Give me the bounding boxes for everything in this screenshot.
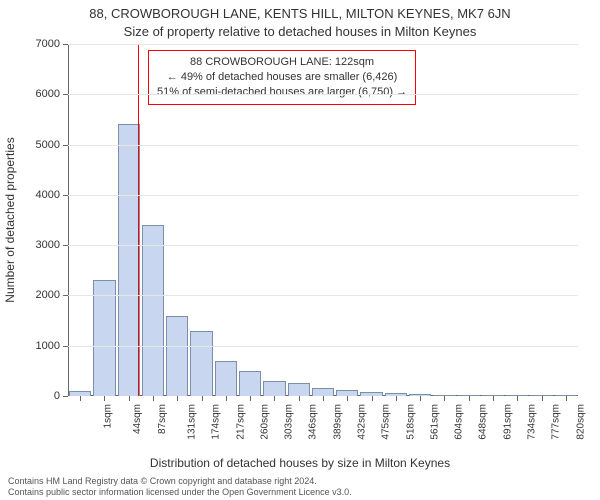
x-tick-mark [372,396,373,401]
property-marker-line [138,44,139,396]
histogram-bar [142,225,164,396]
y-axis-label: Number of detached properties [3,137,17,302]
footer-attribution: Contains HM Land Registry data © Crown c… [8,476,592,499]
x-tick-mark [202,396,203,401]
x-tick-mark [177,396,178,401]
x-axis-label: Distribution of detached houses by size … [0,456,600,470]
gridline-h [68,195,578,196]
histogram-bar [312,388,334,396]
x-tick-label: 346sqm [308,404,319,440]
y-tick-mark [63,295,68,296]
x-tick-mark [104,396,105,401]
y-tick-mark [63,94,68,95]
x-tick-mark [80,396,81,401]
gridline-h [68,346,578,347]
y-tick-mark [63,245,68,246]
histogram-bar [166,316,188,396]
x-tick-label: 820sqm [575,404,586,440]
y-tick-label: 2000 [10,289,60,301]
x-tick-mark [299,396,300,401]
x-tick-mark [396,396,397,401]
x-tick-label: 561sqm [429,404,440,440]
x-tick-mark [517,396,518,401]
footer-line-2: Contains public sector information licen… [8,487,592,498]
histogram-bar [288,383,310,396]
annotation-line-3: 51% of semi-detached houses are larger (… [157,85,407,100]
x-tick-label: 44sqm [132,404,143,434]
histogram-bar [190,331,212,396]
x-tick-mark [542,396,543,401]
y-tick-label: 0 [10,390,60,402]
y-tick-mark [63,396,68,397]
x-tick-label: 260sqm [259,404,270,440]
histogram-bar [215,361,237,396]
histogram-bar [93,280,115,396]
gridline-h [68,245,578,246]
x-tick-label: 1sqm [103,404,114,428]
x-tick-mark [444,396,445,401]
x-tick-mark [469,396,470,401]
chart-container: 88, CROWBOROUGH LANE, KENTS HILL, MILTON… [0,0,600,500]
y-tick-label: 4000 [10,189,60,201]
y-tick-label: 5000 [10,139,60,151]
x-tick-label: 475sqm [381,404,392,440]
x-tick-mark [250,396,251,401]
y-tick-mark [63,346,68,347]
plot-area: 88 CROWBOROUGH LANE: 122sqm ← 49% of det… [68,44,578,396]
gridline-h [68,295,578,296]
x-tick-mark [323,396,324,401]
page-title: 88, CROWBOROUGH LANE, KENTS HILL, MILTON… [0,6,600,21]
x-tick-label: 174sqm [211,404,222,440]
y-tick-label: 1000 [10,340,60,352]
x-tick-label: 131sqm [187,404,198,440]
x-tick-mark [347,396,348,401]
x-tick-label: 87sqm [157,404,168,434]
y-tick-mark [63,145,68,146]
histogram-bar [239,371,261,396]
x-tick-label: 691sqm [502,404,513,440]
y-tick-mark [63,44,68,45]
chart-subtitle: Size of property relative to detached ho… [0,24,600,39]
x-tick-label: 303sqm [284,404,295,440]
x-tick-label: 432sqm [357,404,368,440]
x-tick-mark [226,396,227,401]
x-tick-mark [493,396,494,401]
footer-line-1: Contains HM Land Registry data © Crown c… [8,476,592,487]
y-tick-mark [63,195,68,196]
annotation-line-2: ← 49% of detached houses are smaller (6,… [157,70,407,85]
x-tick-mark [129,396,130,401]
x-tick-label: 389sqm [332,404,343,440]
y-tick-label: 7000 [10,38,60,50]
x-tick-mark [420,396,421,401]
x-tick-label: 777sqm [551,404,562,440]
x-tick-label: 518sqm [405,404,416,440]
x-tick-label: 648sqm [478,404,489,440]
histogram-bar [263,381,285,396]
x-tick-mark [274,396,275,401]
gridline-h [68,145,578,146]
y-tick-label: 3000 [10,239,60,251]
gridline-h [68,94,578,95]
x-tick-label: 604sqm [454,404,465,440]
annotation-line-1: 88 CROWBOROUGH LANE: 122sqm [157,55,407,70]
x-tick-mark [566,396,567,401]
histogram-bar [118,124,140,396]
x-tick-mark [153,396,154,401]
gridline-h [68,44,578,45]
x-tick-label: 734sqm [527,404,538,440]
annotation-box: 88 CROWBOROUGH LANE: 122sqm ← 49% of det… [148,50,416,105]
y-tick-label: 6000 [10,88,60,100]
x-tick-label: 217sqm [235,404,246,440]
